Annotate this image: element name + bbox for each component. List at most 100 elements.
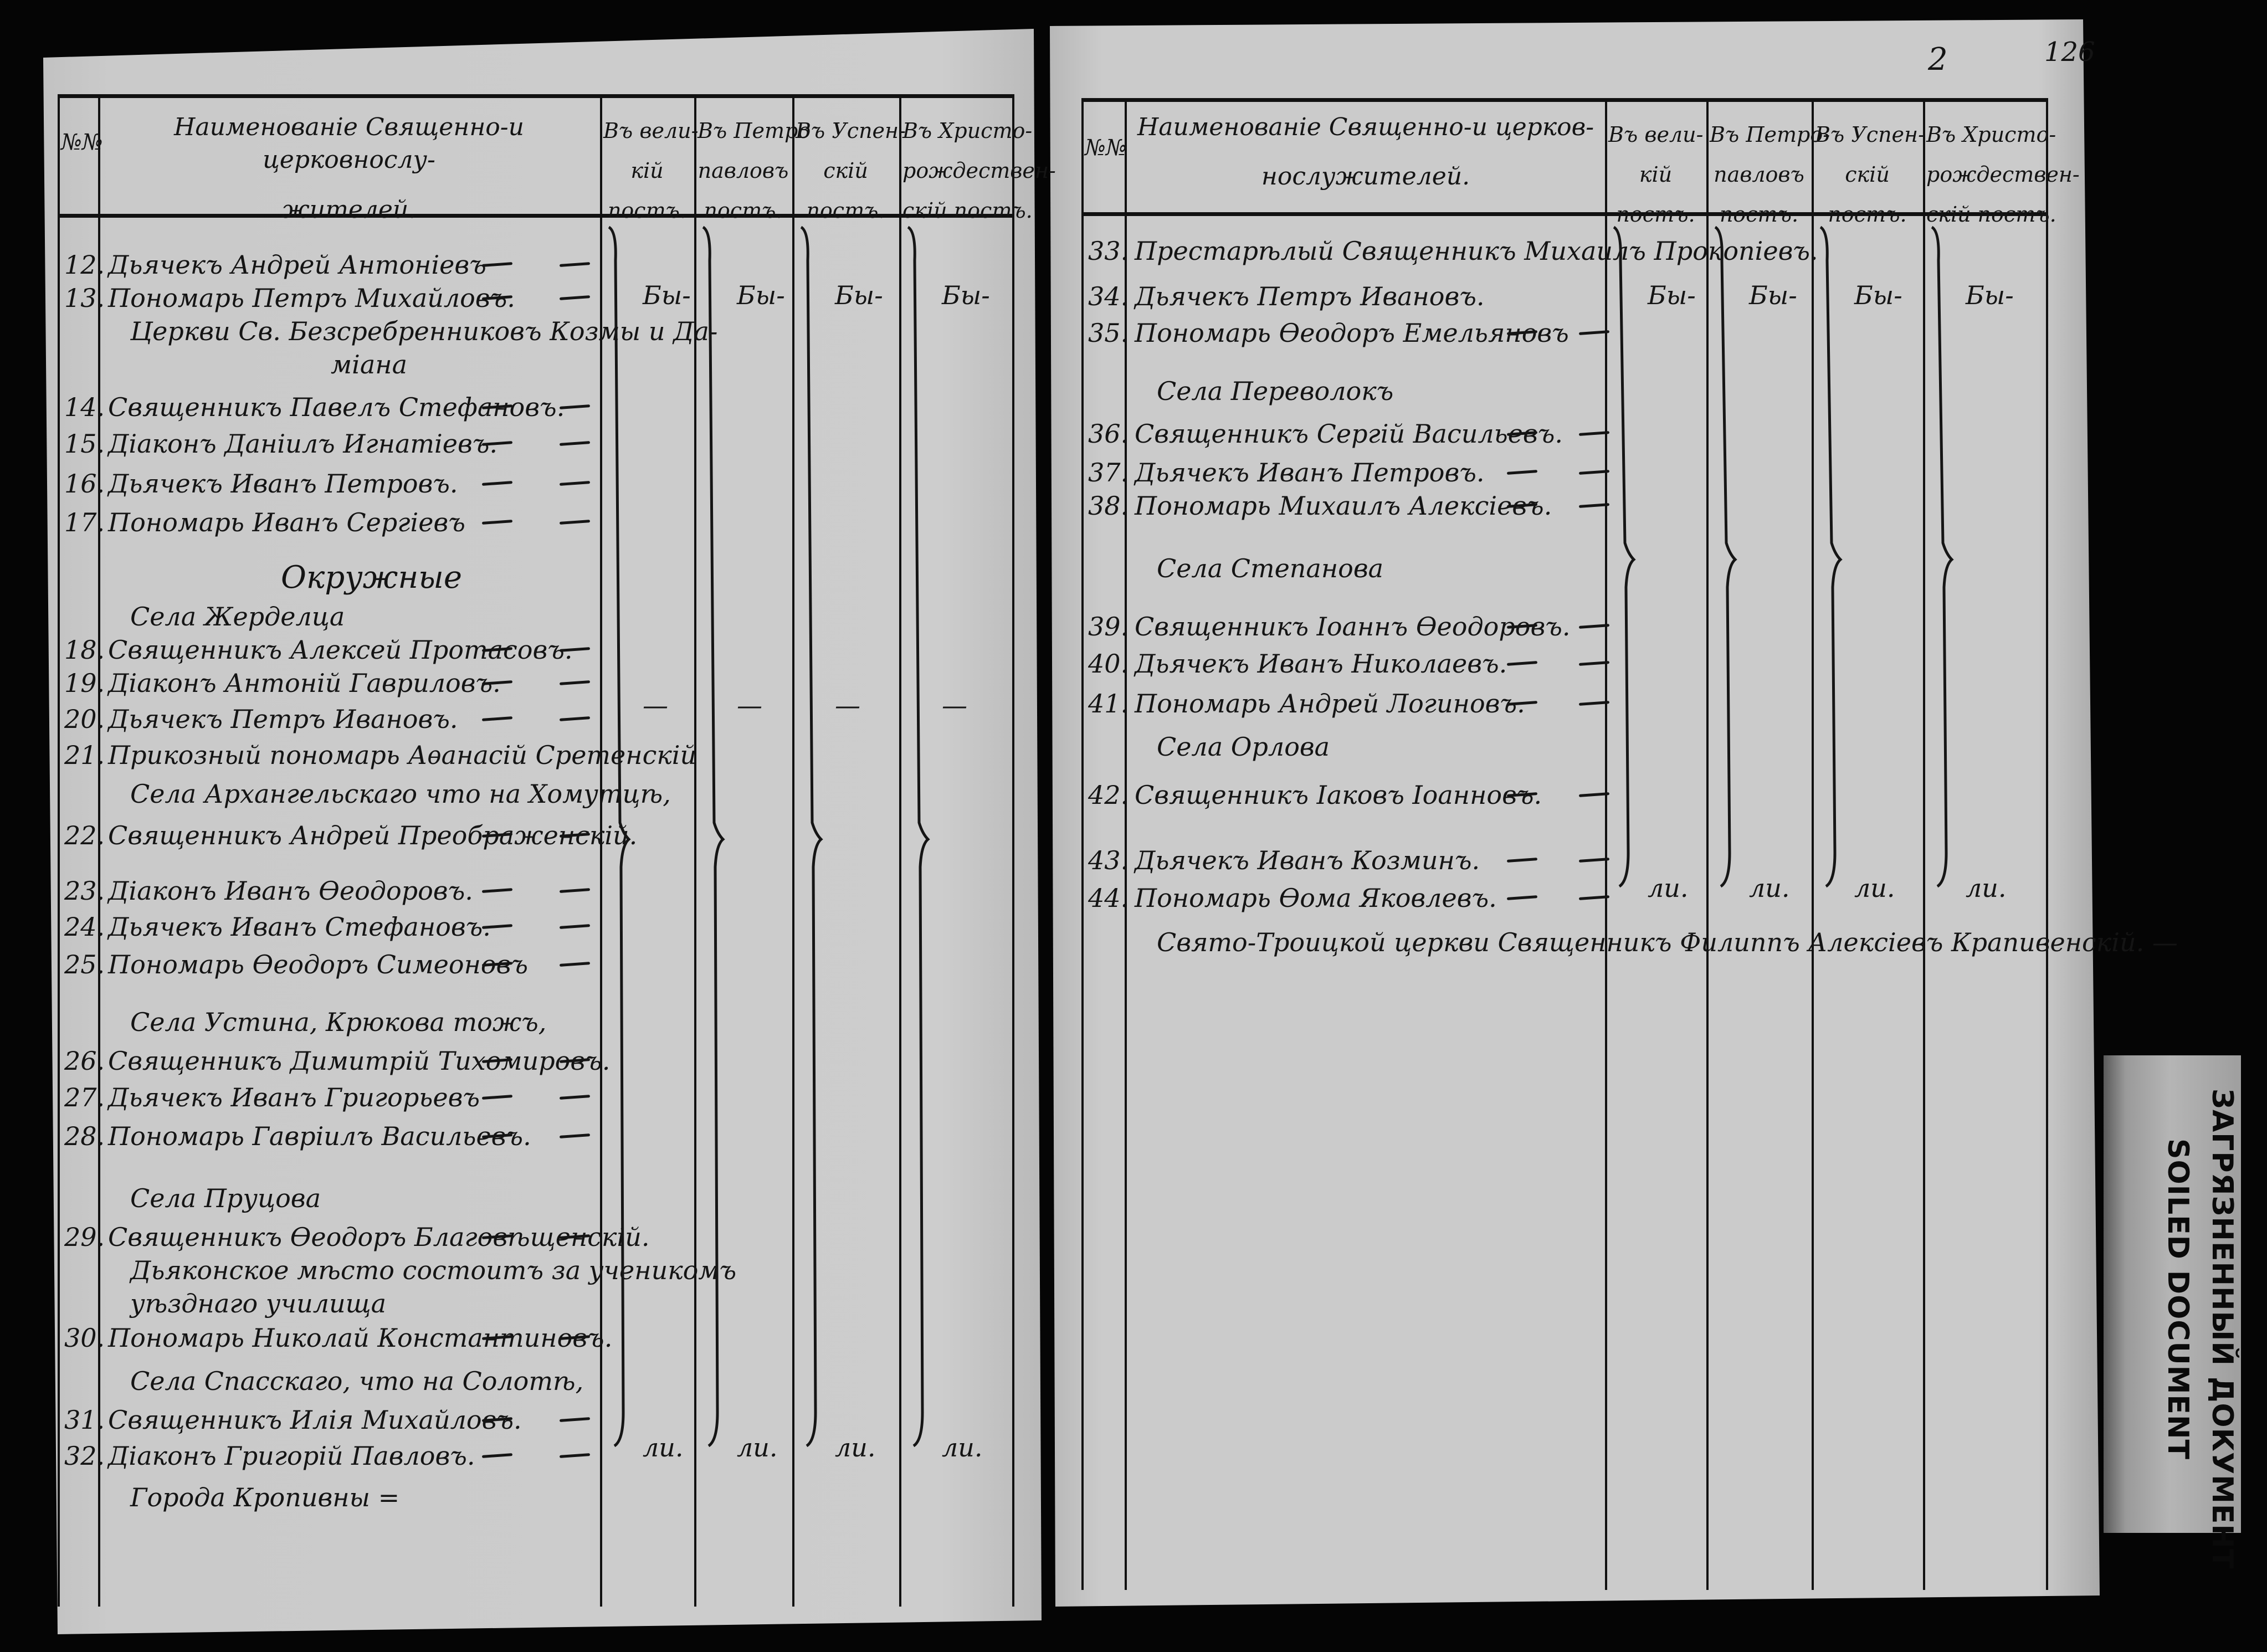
- left-column-rule: [1012, 94, 1014, 1607]
- clergy-name: Пономарь Петръ Михайловъ.: [108, 283, 515, 313]
- left-column-mark-end: ли.: [835, 1433, 876, 1463]
- right-column-mark-end: ли.: [1966, 873, 2007, 903]
- column-header-line: Въ Успен-: [796, 119, 906, 143]
- left-column-mark-middle: —: [942, 690, 967, 720]
- section-heading: Села Архангельскаго что на Хомутцѣ,: [130, 779, 671, 809]
- row-number: 14.: [64, 392, 105, 422]
- section-heading: Села Спасскаго, что на Солотѣ,: [130, 1366, 584, 1396]
- row-number: 43.: [1088, 845, 1129, 875]
- column-header-line: скій: [823, 158, 868, 183]
- right-column-mark-end: ли.: [1749, 873, 1790, 903]
- right-column-mark-start: Бы-: [1749, 280, 1797, 310]
- left-column-mark-start: Бы-: [942, 280, 990, 310]
- left-header-name: Наименованіе Священно-и церковнослу- жит…: [102, 111, 596, 226]
- left-column-header-2: Въ Петро павловъ постъ.: [697, 111, 811, 231]
- section-heading: уѣзднаго училища: [130, 1289, 387, 1318]
- clergy-name: Діаконъ Даніилъ Игнатіевъ.: [108, 429, 498, 459]
- left-column-header-4: Въ Христо-рождествен-скій постъ.: [902, 111, 1056, 231]
- row-number: 30.: [64, 1323, 105, 1353]
- clergy-name: Діаконъ Антоній Гавриловъ.: [108, 668, 501, 698]
- row-number: 19.: [64, 668, 105, 698]
- clergy-name: Священникъ Іаковъ Іоанновъ.: [1135, 780, 1542, 810]
- clergy-name: Пономарь Ѳома Яковлевъ.: [1135, 883, 1497, 913]
- row-number: 38.: [1088, 491, 1129, 521]
- column-header-line: рождествен-: [1926, 162, 2080, 187]
- right-column-mark-end: ли.: [1648, 873, 1689, 903]
- section-heading: Села Переволокъ: [1157, 376, 1394, 406]
- left-column-mark-middle: —: [737, 690, 762, 720]
- column-header-line: Въ Успен-: [1815, 122, 1925, 147]
- clergy-name: Діаконъ Григорій Павловъ.: [108, 1441, 475, 1471]
- row-number: 20.: [64, 704, 105, 734]
- clergy-name: Священникъ Іоаннъ Ѳеодоровъ.: [1135, 612, 1571, 642]
- clergy-name: Діаконъ Иванъ Ѳеодоровъ.: [108, 876, 473, 906]
- right-column-mark-start: Бы-: [1854, 280, 1902, 310]
- section-heading: Церкви Св. Безсребренниковъ Козмы и Да-: [130, 316, 718, 346]
- folio-number: 126: [2044, 37, 2095, 68]
- clergy-name: Дьячекъ Иванъ Николаевъ.: [1135, 649, 1507, 679]
- column-header-line: кій: [630, 158, 664, 183]
- left-header-name-line1: Наименованіе Священно-и церковнослу-: [173, 113, 524, 175]
- clergy-name: Пономарь Михаилъ Алексіевъ.: [1135, 491, 1552, 521]
- row-number: 35.: [1088, 318, 1129, 348]
- column-header-line: Въ Петро: [697, 119, 811, 143]
- clergy-name: Священникъ Димитрій Тихомировъ.: [108, 1046, 611, 1076]
- right-header-number: №№: [1085, 135, 1127, 161]
- left-header-name-line2: жителей.: [281, 195, 417, 224]
- left-column-rule: [792, 94, 794, 1607]
- right-column-mark-start: Бы-: [1648, 280, 1696, 310]
- row-number: 15.: [64, 429, 105, 459]
- soiled-document-stamp: ЗАГРЯЗНЕННЫЙ ДОКУМЕНТ SOILED DOCUMENT: [2104, 1055, 2241, 1569]
- column-header-line: Въ Христо-: [1926, 122, 2056, 147]
- row-number: 26.: [64, 1046, 105, 1076]
- column-header-line: Въ вели-: [603, 119, 699, 143]
- row-number: 22.: [64, 820, 105, 850]
- left-column-mark-start: Бы-: [835, 280, 883, 310]
- column-header-line: постъ.: [1719, 202, 1799, 227]
- clergy-name: Дьячекъ Иванъ Стефановъ.: [108, 912, 491, 942]
- section-heading: Села Жерделца: [130, 602, 345, 632]
- column-header-line: постъ.: [607, 198, 687, 223]
- left-column-rule: [98, 94, 100, 1607]
- row-number: 29.: [64, 1222, 105, 1252]
- section-heading: Села Пруцова: [130, 1183, 321, 1213]
- clergy-name: Священникъ Илія Михайловъ.: [108, 1405, 522, 1435]
- left-column-rule: [600, 94, 602, 1607]
- sheet-number: 2: [1928, 42, 1948, 78]
- right-column-rule: [2046, 98, 2048, 1590]
- left-column-rule: [694, 94, 696, 1607]
- left-column-header-1: Въ вели-кій постъ.: [603, 111, 699, 231]
- left-header-number: №№: [61, 130, 103, 155]
- right-header-top-rule: [1081, 98, 2046, 102]
- column-header-line: постъ.: [1828, 202, 1907, 227]
- clergy-name: Дьячекъ Андрей Антоніевъ: [108, 250, 486, 280]
- column-header-line: рождествен-: [902, 158, 1056, 183]
- section-heading: міана: [331, 350, 407, 379]
- clergy-name: Священникъ Андрей Преображенскій.: [108, 820, 638, 850]
- column-header-line: Въ Христо-: [902, 119, 1033, 143]
- clergy-name: Пономарь Гавріилъ Васильевъ.: [108, 1121, 531, 1151]
- column-header-line: скій постъ.: [902, 198, 1033, 223]
- column-header-line: скій: [1845, 162, 1890, 187]
- row-number: 37.: [1088, 458, 1129, 488]
- right-header-name-line1: Наименованіе Священно-и церков-: [1137, 113, 1594, 141]
- row-number: 24.: [64, 912, 105, 942]
- clergy-name: Дьячекъ Петръ Ивановъ.: [108, 704, 458, 734]
- row-number: 42.: [1088, 780, 1129, 810]
- clergy-name: Дьячекъ Иванъ Козминъ.: [1135, 845, 1480, 875]
- column-header-line: павловъ: [697, 158, 789, 183]
- row-number: 23.: [64, 876, 105, 906]
- row-number: 33.: [1088, 236, 1129, 266]
- row-number: 34.: [1088, 281, 1129, 311]
- column-header-line: постъ.: [704, 198, 783, 223]
- clergy-name: Пономарь Ѳеодоръ Емельяновъ: [1135, 318, 1569, 348]
- column-header-line: Въ вели-: [1608, 122, 1704, 147]
- stamp-line-ru: ЗАГРЯЗНЕННЫЙ ДОКУМЕНТ: [2206, 1089, 2239, 1569]
- left-column-mark-start: Бы-: [737, 280, 785, 310]
- row-number: 18.: [64, 635, 105, 665]
- clergy-name: Дьячекъ Петръ Ивановъ.: [1135, 281, 1485, 311]
- clergy-name: Дьячекъ Иванъ Петровъ.: [1135, 458, 1485, 488]
- clergy-name: Священникъ Сергій Васильевъ.: [1135, 419, 1563, 449]
- section-heading: Села Степанова: [1157, 553, 1384, 583]
- column-header-line: павловъ: [1714, 162, 1804, 187]
